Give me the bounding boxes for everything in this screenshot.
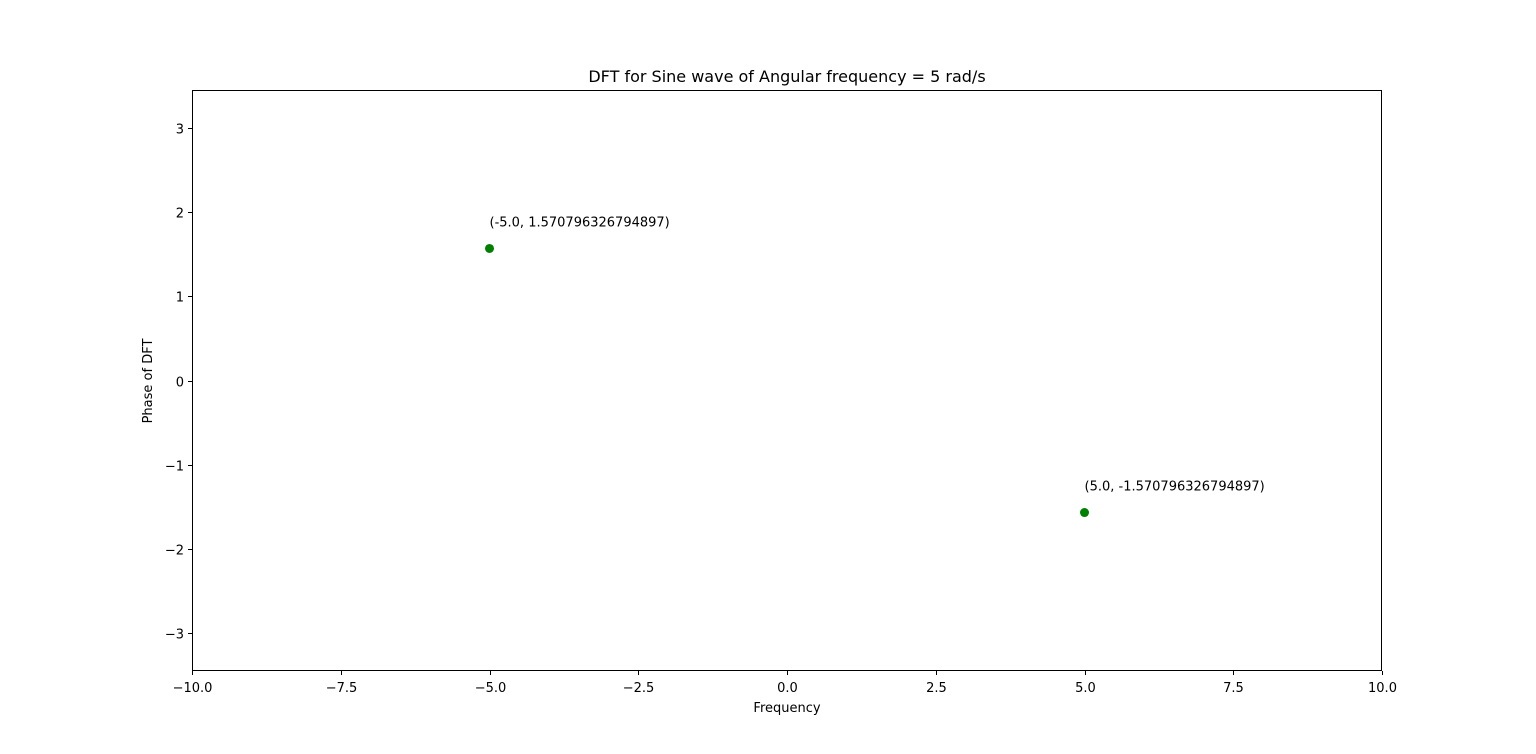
data-points: (-5.0, 1.570796326794897) (5.0, -1.570796… [485,215,1265,518]
y-tick-label: −3 [165,628,184,643]
x-tick-label: −7.5 [326,681,358,696]
x-tick-label: 0.0 [777,681,798,696]
point-annotation: (5.0, -1.570796326794897) [1085,480,1265,495]
plot-area [192,90,1382,671]
x-tick-label: 2.5 [926,681,947,696]
y-tick-label: 3 [176,123,184,138]
x-tick-label: 5.0 [1075,681,1096,696]
data-point [1080,508,1089,518]
y-tick-label: 2 [176,207,184,222]
y-tick-label: 0 [176,376,184,391]
y-tick-label: −2 [165,544,184,559]
chart-title: DFT for Sine wave of Angular frequency =… [588,67,985,86]
y-axis-label: Phase of DFT [141,339,156,424]
y-tick-label: −1 [165,460,184,475]
x-tick-label: 7.5 [1223,681,1244,696]
y-tick-label: 1 [176,291,184,306]
x-tick-label: −5.0 [475,681,507,696]
point-annotation: (-5.0, 1.570796326794897) [490,215,670,230]
x-axis-label: Frequency [753,701,820,716]
x-tick-label: 10.0 [1368,681,1397,696]
x-tick-label: −2.5 [623,681,655,696]
data-point [485,243,494,253]
x-axis-ticks: −10.0 −7.5 −5.0 −2.5 0.0 2.5 5.0 7.5 10.0 [173,671,1397,696]
y-axis-ticks: −3 −2 −1 0 1 2 3 [165,123,192,643]
x-tick-label: −10.0 [173,681,213,696]
